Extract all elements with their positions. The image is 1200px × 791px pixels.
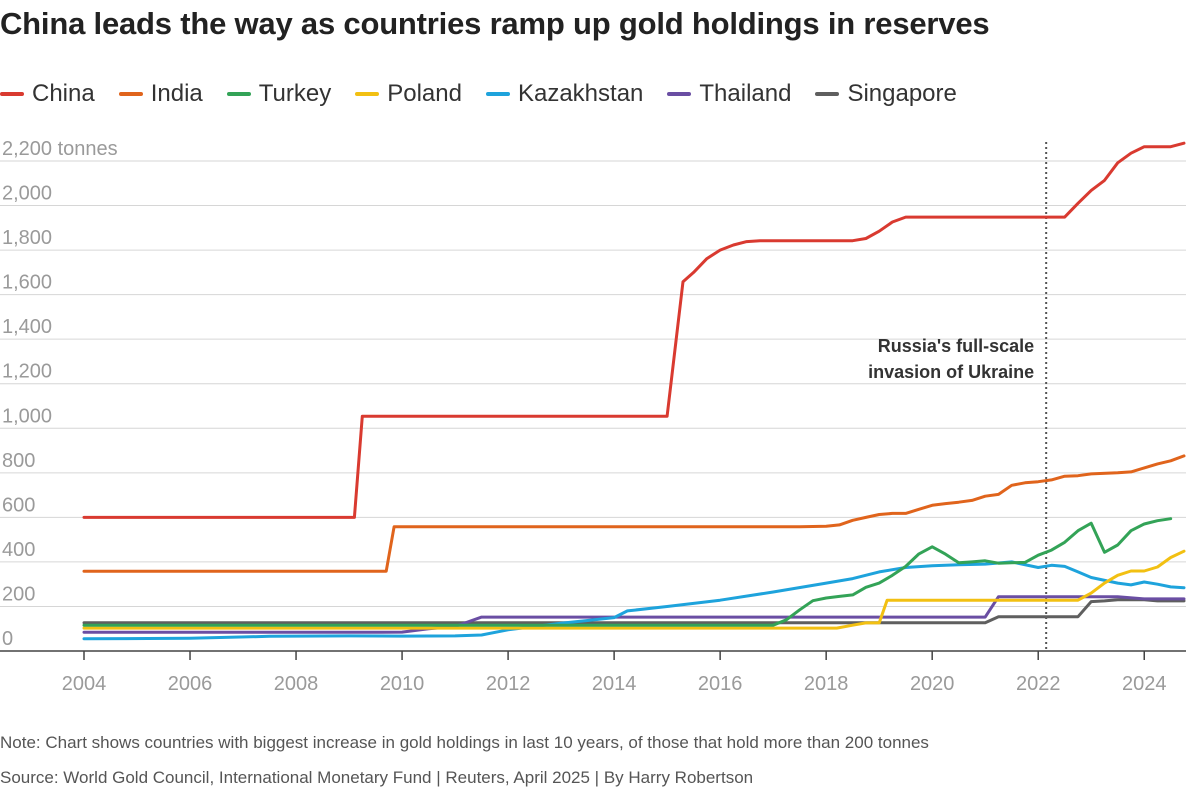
series-line-kazakhstan <box>82 560 1186 641</box>
legend-swatch <box>485 92 510 96</box>
legend-item-india: India <box>118 80 203 108</box>
y-tick-label: 800 <box>2 450 35 472</box>
y-tick-labels: 0 200 400 600 800 1,000 1,200 1,400 1,600 1,800 2,… <box>2 138 118 650</box>
series-line-singapore <box>82 598 1186 625</box>
legend-swatch <box>0 92 24 96</box>
y-tick-label: 1,000 <box>2 405 52 427</box>
y-tick-label: 1,600 <box>2 272 52 294</box>
x-tick-label: 2010 <box>380 673 425 695</box>
legend-swatch <box>118 92 143 96</box>
y-tick-label: 600 <box>2 494 35 516</box>
series-line-thailand <box>82 595 1186 634</box>
annotation-text: invasion of Ukraine <box>868 362 1034 382</box>
legend-label: Thailand <box>699 80 792 107</box>
legend-swatch <box>355 92 380 96</box>
legend-label: India <box>150 80 203 107</box>
x-tick-label: 2012 <box>486 673 531 695</box>
y-tick-label: 200 <box>2 583 35 605</box>
legend-item-singapore: Singapore <box>815 80 957 108</box>
chart-legend: China India Turkey Poland Kazakhstan Thailand… <box>0 78 981 110</box>
chart-note: Note: Chart shows countries with biggest… <box>0 733 929 752</box>
series-line-poland <box>82 549 1186 630</box>
x-tick-label: 2004 <box>62 673 107 695</box>
legend-label: Kazakhstan <box>517 80 644 107</box>
y-tick-label: 0 <box>2 628 13 650</box>
legend-item-thailand: Thailand <box>667 80 791 108</box>
legend-label: Singapore <box>847 80 957 107</box>
x-tick-label: 2022 <box>1016 673 1061 695</box>
series-lines <box>82 141 1186 641</box>
x-tick-label: 2006 <box>168 673 213 695</box>
annotation: Russia's full-scale invasion of Ukraine <box>868 142 1048 651</box>
legend-swatch <box>667 92 692 96</box>
x-tick-label: 2008 <box>274 673 319 695</box>
x-tick-label: 2016 <box>698 673 743 695</box>
x-tick-label: 2014 <box>592 673 637 695</box>
legend-label: China <box>32 80 95 107</box>
y-grid <box>0 160 1186 607</box>
y-tick-label: 1,400 <box>2 316 52 338</box>
annotation-text: Russia's full-scale <box>878 336 1034 356</box>
y-tick-label: 2,200 tonnes <box>2 138 118 160</box>
legend-item-turkey: Turkey <box>226 80 332 108</box>
y-tick-label: 2,000 <box>2 183 52 205</box>
legend-swatch <box>815 92 840 96</box>
x-tick-label: 2024 <box>1122 673 1167 695</box>
x-tick-label: 2020 <box>910 673 955 695</box>
legend-item-poland: Poland <box>355 80 462 108</box>
series-line-india <box>82 454 1186 573</box>
y-tick-label: 1,800 <box>2 227 52 249</box>
chart-title: China leads the way as countries ramp up… <box>0 6 990 41</box>
x-axis <box>0 650 1186 660</box>
x-tick-label: 2018 <box>804 673 849 695</box>
y-tick-label: 1,200 <box>2 361 52 383</box>
legend-item-china: China <box>0 80 95 108</box>
legend-item-kazakhstan: Kazakhstan <box>485 80 644 108</box>
y-tick-label: 400 <box>2 539 35 561</box>
series-line-turkey <box>82 517 1173 627</box>
legend-swatch <box>226 92 251 96</box>
series-line-china <box>82 141 1186 519</box>
legend-label: Turkey <box>258 80 332 107</box>
chart-source: Source: World Gold Council, Internationa… <box>0 768 754 787</box>
x-tick-labels: 2004 2006 2008 2010 2012 2014 2016 2018 2020 2022… <box>62 673 1167 695</box>
legend-label: Poland <box>387 80 462 107</box>
